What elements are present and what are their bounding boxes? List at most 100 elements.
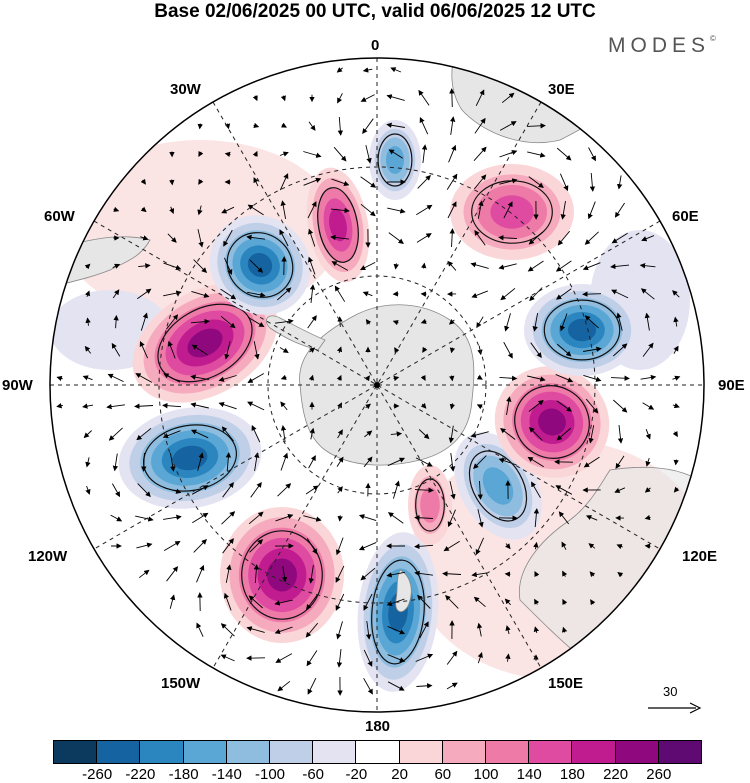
wind-arrow [253, 177, 259, 187]
wind-arrow [107, 373, 124, 383]
wind-arrow [279, 151, 289, 157]
colorbar-tick-label: -100 [254, 766, 286, 783]
wind-arrow [222, 538, 234, 554]
colorbar-swatch [312, 740, 357, 764]
wind-arrow [419, 116, 429, 135]
wind-arrow [193, 259, 208, 274]
wind-arrow [583, 346, 602, 352]
wind-arrow [221, 511, 236, 525]
wind-arrow [588, 147, 596, 162]
wind-arrow [192, 512, 209, 524]
copyright-mark: © [710, 34, 716, 43]
wind-arrow [330, 207, 350, 214]
wind-arrow [197, 205, 203, 216]
wind-arrow [445, 594, 459, 609]
wind-arrow [82, 375, 93, 381]
wind-arrow [136, 542, 153, 549]
wind-arrow [56, 375, 63, 382]
wind-arrow [252, 150, 258, 157]
wind-arrow [307, 201, 317, 219]
wind-arrow [83, 430, 93, 439]
wind-arrow [363, 677, 373, 695]
colorbar-tick-label: 140 [516, 766, 542, 783]
wind-arrow [162, 402, 182, 409]
reference-vector-label: 30 [663, 684, 678, 699]
wind-arrow [193, 538, 207, 553]
polar-map [49, 57, 705, 713]
wind-arrow [336, 456, 344, 467]
wind-arrow [358, 541, 377, 551]
wind-arrow [503, 201, 513, 219]
wind-arrow [473, 455, 487, 470]
wind-arrow [360, 94, 375, 102]
wind-arrow [555, 485, 573, 495]
wind-arrow [223, 257, 233, 276]
wind-arrow [254, 452, 260, 471]
wind-arrow [449, 453, 456, 472]
wind-arrow [588, 543, 596, 549]
wind-arrow [220, 288, 237, 300]
wind-arrow [416, 683, 433, 689]
wind-arrow [362, 118, 374, 135]
wind-arrow [335, 565, 345, 583]
wind-arrow [498, 263, 517, 270]
wind-arrow [112, 289, 120, 299]
wind-arrow [506, 396, 512, 415]
wind-arrow [420, 402, 427, 409]
wind-arrow [415, 457, 433, 467]
wind-arrow [556, 400, 573, 412]
wind-arrow [276, 287, 292, 301]
wind-arrow [360, 203, 376, 217]
wind-arrow [336, 649, 343, 668]
wind-arrow [163, 514, 182, 520]
wind-arrow [253, 122, 260, 129]
wind-arrow [387, 654, 406, 663]
colorbar-ticks: -260 -220 -180 -140 -100 -60 -20 20 60 100 140 180 2… [0, 766, 750, 783]
wind-arrow [477, 509, 484, 528]
wind-arrow [528, 231, 544, 245]
wind-arrow [112, 453, 119, 472]
wind-arrow [247, 401, 265, 411]
wind-arrow [446, 650, 458, 665]
wind-arrow [473, 146, 487, 162]
wind-arrow [499, 178, 518, 185]
wind-arrow [528, 176, 544, 188]
wind-arrow [475, 537, 485, 556]
lon-label-120e: 120E [682, 548, 718, 565]
wind-arrow [365, 145, 372, 164]
wind-arrow [279, 173, 289, 191]
wind-arrow [111, 342, 121, 357]
wind-arrow [277, 680, 291, 692]
colorbar-swatch [269, 740, 314, 764]
wind-arrow [614, 202, 625, 218]
wind-arrow [559, 173, 569, 192]
wind-arrow [190, 374, 209, 381]
wind-arrow [503, 341, 513, 359]
wind-arrow [280, 374, 287, 380]
wind-arrow [504, 313, 511, 332]
wind-arrow [449, 347, 456, 354]
wind-arrow [252, 95, 258, 102]
wind-arrow [279, 229, 289, 247]
wind-arrow [477, 200, 484, 219]
wind-arrow [504, 598, 511, 606]
wind-arrow [416, 204, 433, 216]
wind-arrow [387, 207, 406, 214]
wind-arrow [220, 623, 235, 637]
lon-label-30w: 30W [170, 81, 201, 98]
wind-arrow [672, 403, 680, 409]
wind-arrow [280, 452, 289, 471]
lon-label-60e: 60E [672, 208, 699, 225]
wind-arrow [337, 486, 343, 494]
antarctic-peninsula [266, 315, 326, 351]
wind-arrow [280, 95, 286, 102]
wind-arrow [476, 316, 484, 329]
wind-arrow [449, 481, 456, 500]
wind-arrow [447, 509, 456, 528]
wind-arrow [499, 149, 518, 158]
wind-arrow [534, 598, 540, 605]
wind-arrow [303, 151, 322, 158]
wind-arrow [274, 626, 293, 635]
wind-arrow [170, 453, 176, 472]
wind-arrow [616, 312, 623, 331]
